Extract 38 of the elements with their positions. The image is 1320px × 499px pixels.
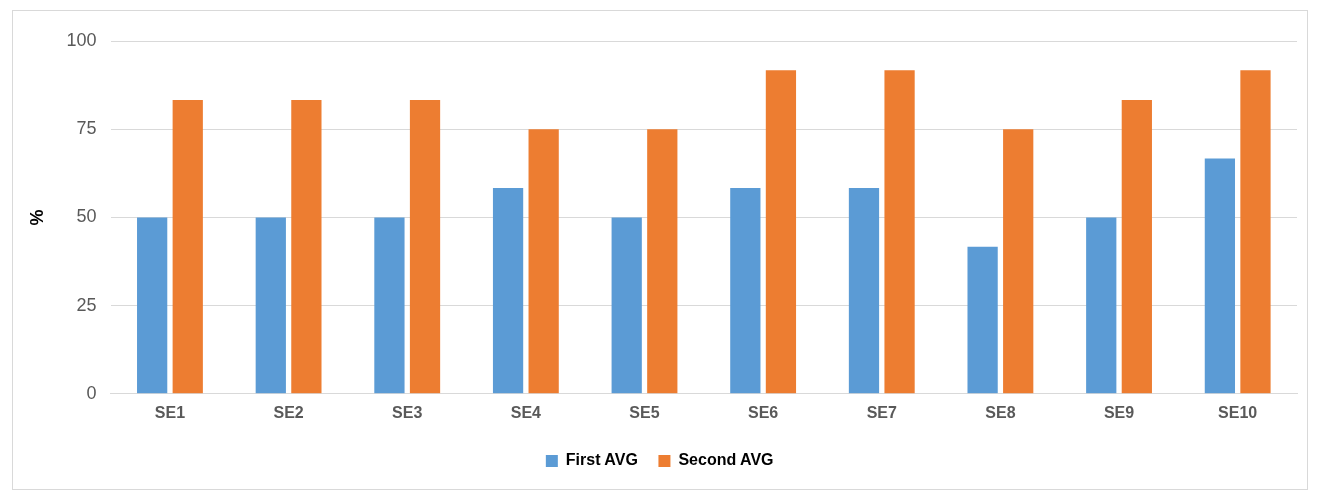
bar [765, 70, 797, 394]
x-tick-label: SE9 [1103, 403, 1135, 421]
bar [492, 188, 524, 394]
bar [374, 217, 405, 394]
y-tick-label: 50 [76, 206, 97, 227]
y-tick-label: 25 [76, 294, 97, 315]
bar [137, 217, 168, 394]
bar [409, 99, 441, 394]
bar [1086, 217, 1117, 394]
x-tick-label: SE7 [866, 403, 897, 421]
legend-label: Second AVG [678, 451, 774, 469]
x-tick-label: SE4 [510, 403, 542, 421]
x-tick-label: SE6 [748, 403, 779, 421]
x-tick-label: SE8 [985, 403, 1016, 421]
x-tick-label: SE2 [273, 403, 304, 421]
bar [611, 217, 642, 394]
legend-label: First AVG [565, 451, 638, 469]
bar [848, 188, 880, 394]
bar [528, 129, 559, 394]
bar [967, 246, 998, 394]
y-tick-label: 75 [76, 118, 97, 139]
y-tick-label: 0 [86, 382, 97, 403]
bar [1003, 129, 1034, 394]
y-axis-title: % [26, 209, 47, 226]
x-tick-label: SE5 [629, 403, 660, 421]
x-tick-label: SE1 [154, 403, 186, 421]
bar [255, 217, 286, 394]
bar [1240, 70, 1271, 394]
bar [730, 188, 761, 394]
bar [1121, 99, 1152, 394]
x-tick-label: SE10 [1218, 403, 1258, 421]
bar [884, 70, 915, 394]
x-tick-label: SE3 [392, 403, 423, 421]
bar [1204, 158, 1236, 394]
bar [647, 129, 678, 394]
bar [291, 99, 322, 394]
bar [172, 99, 203, 394]
y-tick-label: 100 [66, 29, 97, 50]
